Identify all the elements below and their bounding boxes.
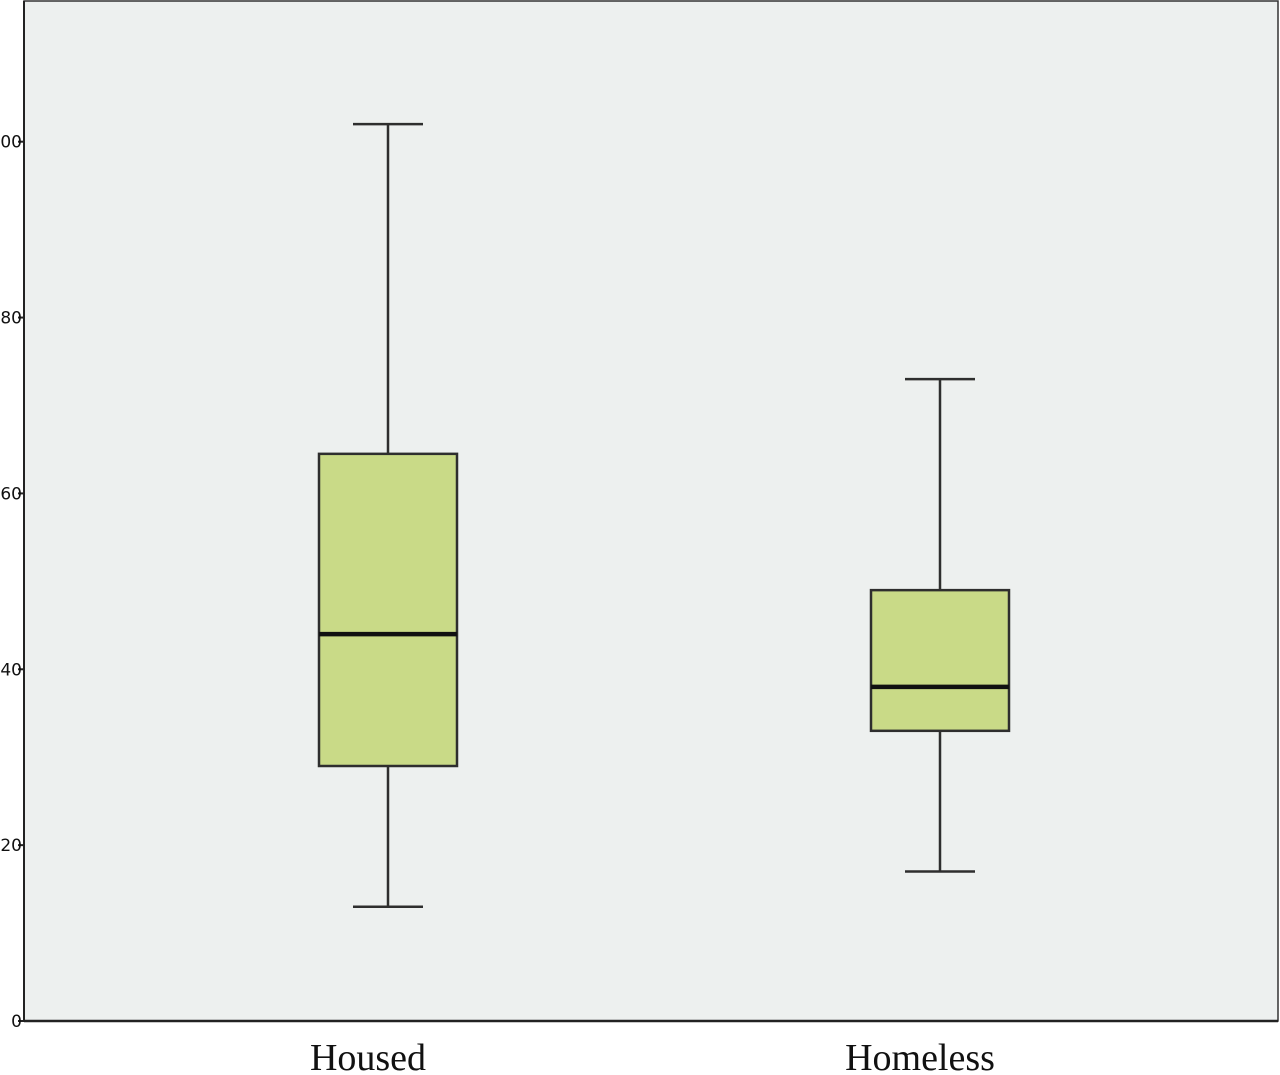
y-tick-label: 0 — [11, 1012, 22, 1032]
plot-area — [23, 0, 1279, 1022]
box-housed — [317, 122, 459, 908]
x-axis: Housed Homeless — [24, 1019, 1278, 1075]
iqr-box — [869, 588, 1011, 733]
iqr-box — [317, 452, 459, 768]
y-tick-label: 100 — [0, 133, 22, 153]
category-label-homeless: Homeless — [845, 1037, 995, 1075]
box-series — [317, 122, 1011, 908]
category-label-housed: Housed — [310, 1037, 426, 1075]
box-homeless — [869, 377, 1011, 873]
y-tick-label: 40 — [0, 660, 22, 680]
y-tick-label: 80 — [0, 309, 22, 329]
y-tick-label: 60 — [0, 484, 22, 504]
y-axis: 0 20 40 60 80 100 — [0, 1, 25, 1032]
y-tick-label: 20 — [0, 836, 22, 856]
